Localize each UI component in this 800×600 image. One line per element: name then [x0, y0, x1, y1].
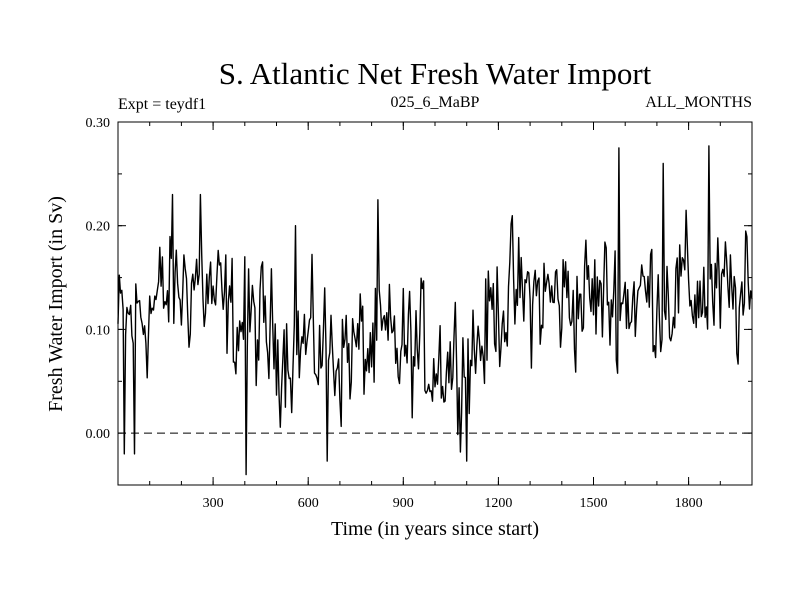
- y-axis-label: Fresh Water Import (in Sv): [45, 196, 67, 412]
- y-tick-labels: 0.00 0.10 0.20 0.30: [86, 116, 111, 442]
- series-line: [117, 145, 753, 476]
- plot-frame: [117, 121, 753, 486]
- axis-ticks: [118, 121, 752, 486]
- y-tick-label: 0.20: [86, 220, 111, 235]
- x-tick-label: 1500: [580, 496, 608, 511]
- x-tick-label: 1800: [675, 496, 703, 511]
- x-tick-label: 1200: [484, 496, 512, 511]
- chart-title: S. Atlantic Net Fresh Water Import: [219, 56, 652, 91]
- y-tick-label: 0.10: [86, 323, 111, 338]
- x-tick-label: 900: [393, 496, 414, 511]
- y-tick-label: 0.30: [86, 116, 111, 131]
- y-tick-label: 0.00: [86, 427, 111, 442]
- x-tick-labels: 300 600 900 1200 1500 1800: [203, 496, 703, 511]
- x-tick-label: 600: [298, 496, 319, 511]
- x-tick-label: 300: [203, 496, 224, 511]
- months-label: ALL_MONTHS: [645, 94, 752, 111]
- period-label: 025_6_MaBP: [391, 94, 480, 111]
- x-axis-label: Time (in years since start): [331, 518, 539, 540]
- experiment-label: Expt = teydf1: [118, 96, 206, 113]
